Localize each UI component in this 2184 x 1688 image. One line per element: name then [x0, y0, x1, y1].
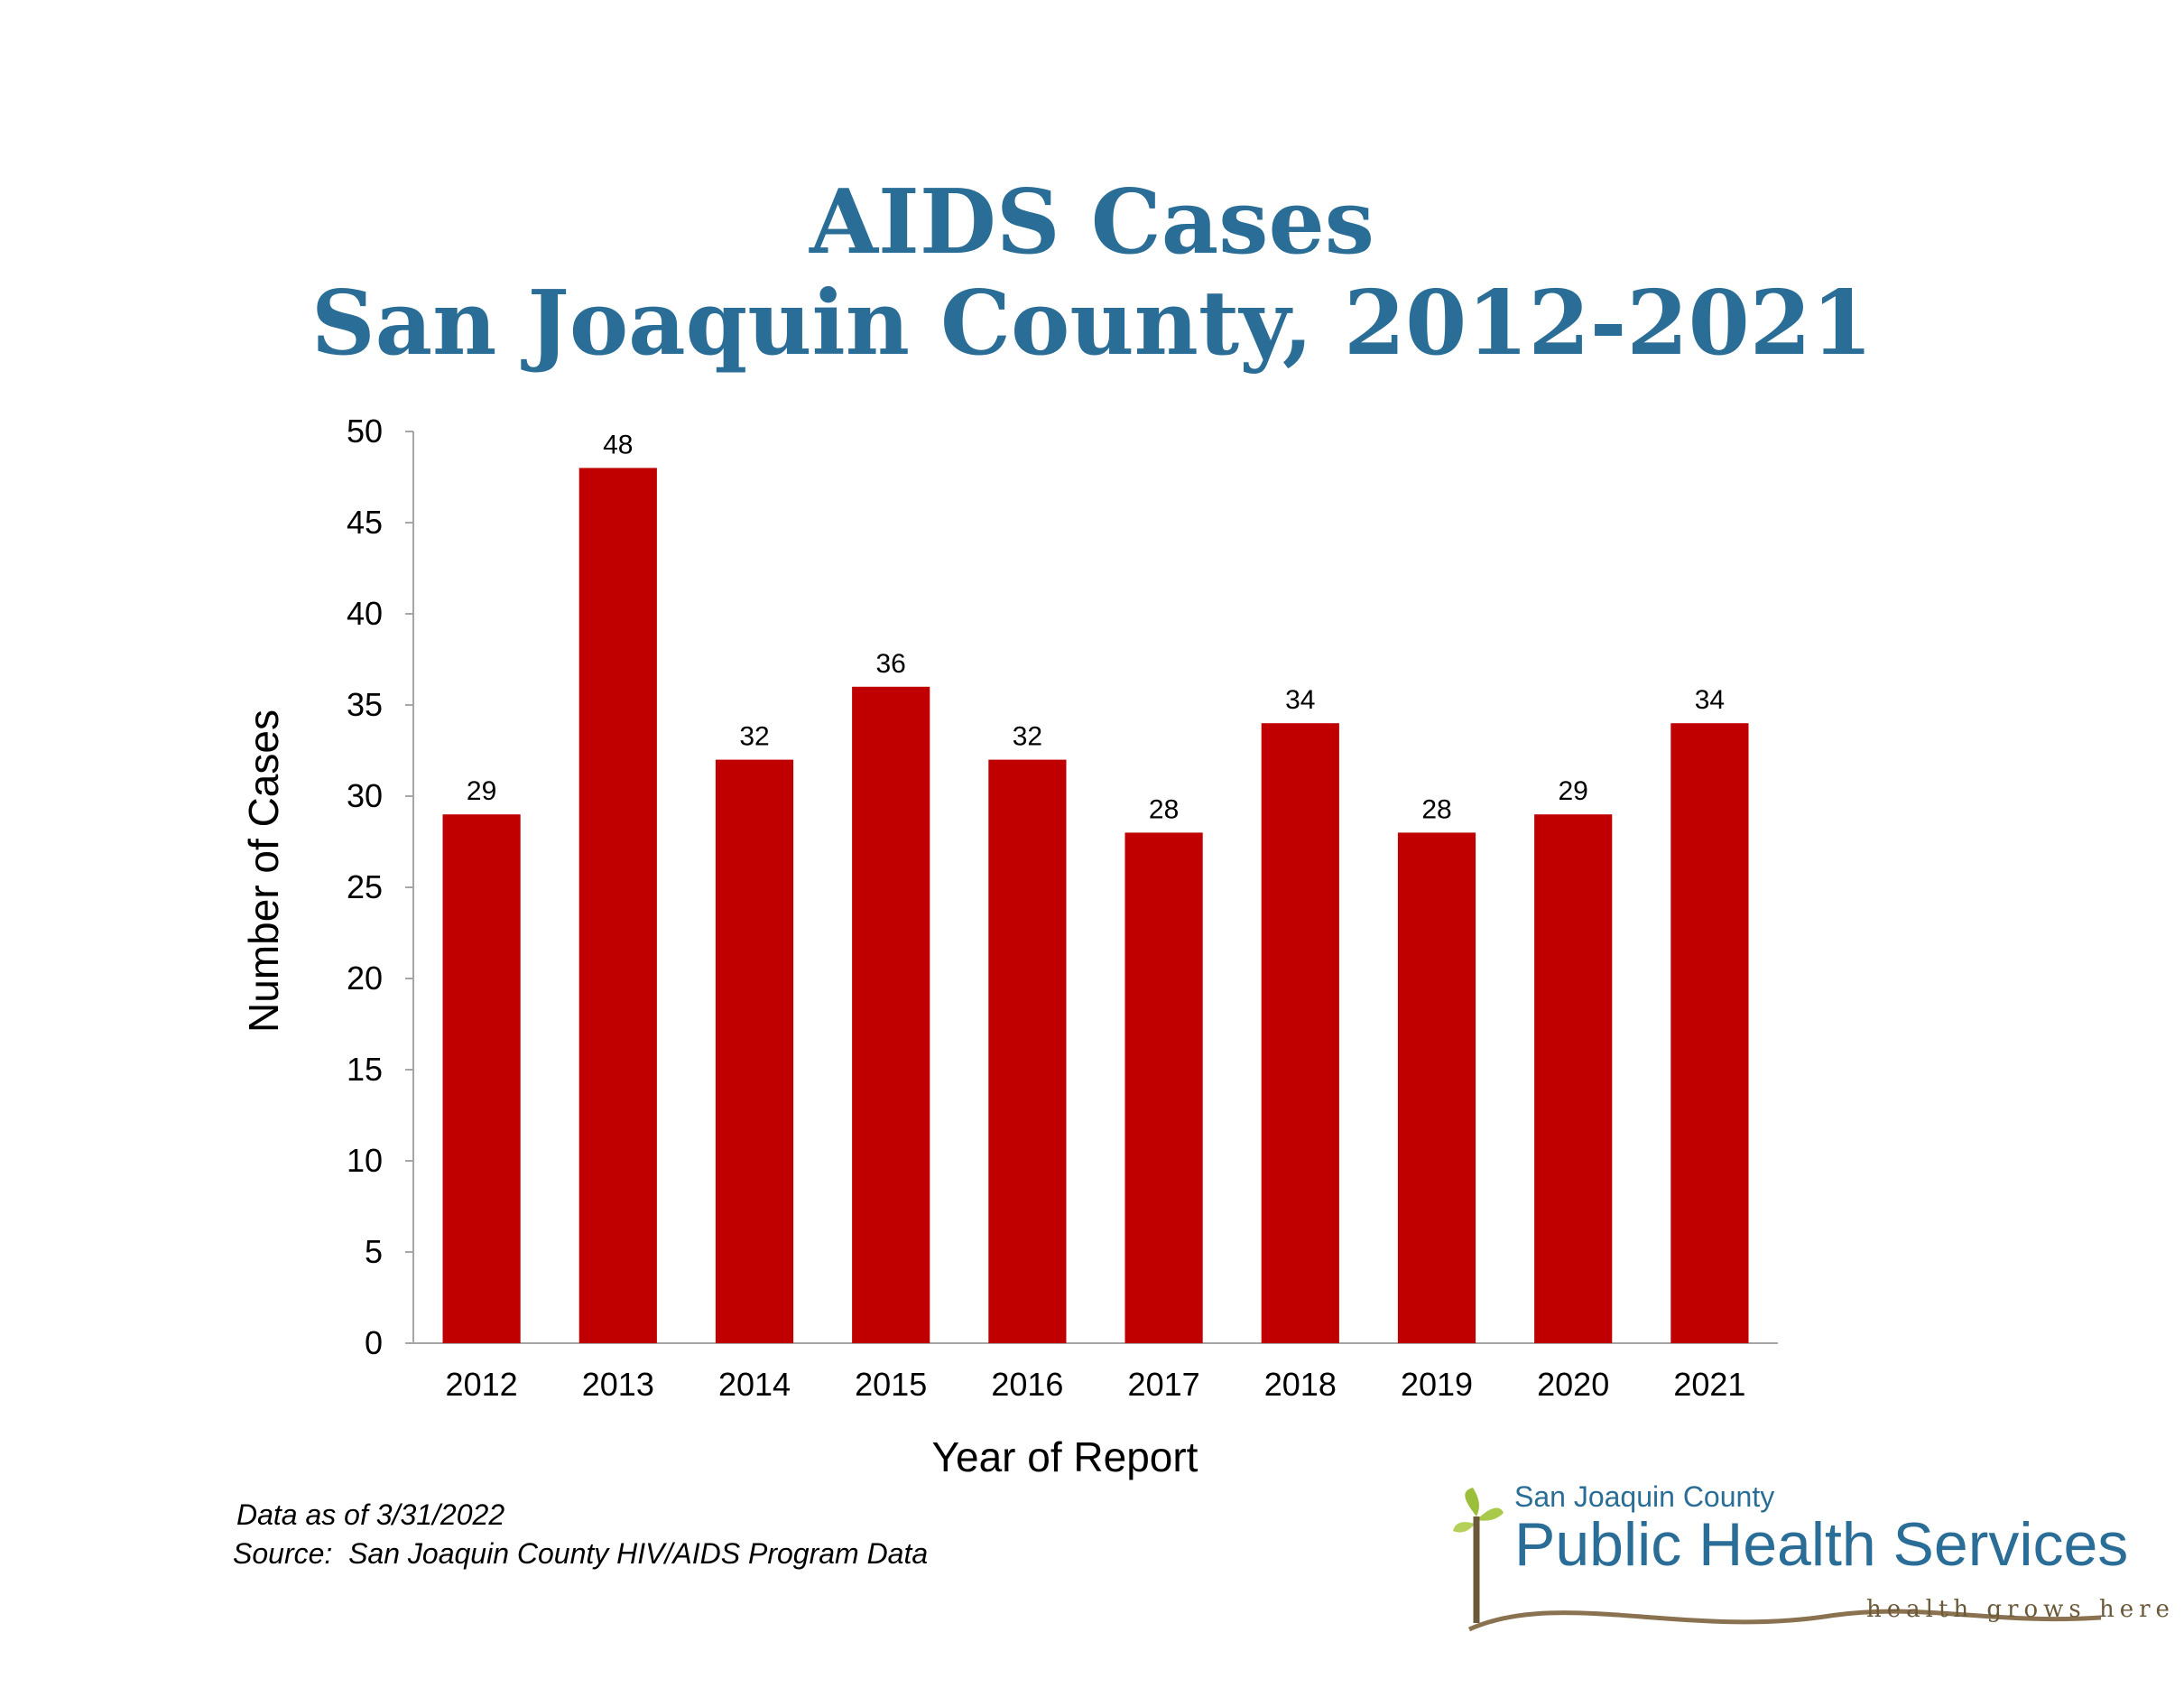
data-label-2017: 28 [1149, 794, 1179, 824]
bar-2014 [715, 759, 794, 1343]
logo-tagline: health grows here [1866, 1596, 2175, 1623]
x-tick-label-2014: 2014 [718, 1366, 791, 1403]
y-tick-label: 25 [347, 868, 383, 905]
y-tick-label: 0 [365, 1324, 383, 1361]
x-tick-label-2016: 2016 [991, 1366, 1063, 1403]
bar-2020 [1534, 814, 1613, 1343]
data-label-2021: 34 [1695, 685, 1725, 715]
x-tick-label-2015: 2015 [855, 1366, 927, 1403]
bar-2018 [1261, 723, 1339, 1343]
x-tick-label-2021: 2021 [1673, 1366, 1745, 1403]
chart-bars [442, 468, 1749, 1343]
y-tick-label: 20 [347, 960, 383, 997]
x-tick-label-2019: 2019 [1401, 1366, 1473, 1403]
data-date-note: Data as of 3/31/2022 [236, 1498, 505, 1531]
y-tick-label: 35 [347, 686, 383, 723]
data-label-2014: 32 [739, 722, 769, 752]
bar-2017 [1124, 832, 1203, 1343]
data-source-note: Source: San Joaquin County HIV/AIDS Prog… [233, 1537, 929, 1570]
data-label-2018: 34 [1285, 685, 1315, 715]
x-tick-label-2013: 2013 [582, 1366, 654, 1403]
y-axis-title: Number of Cases [240, 710, 287, 1033]
data-label-2013: 48 [603, 430, 633, 459]
bar-2021 [1670, 723, 1749, 1343]
logo-department-text: Public Health Services [1514, 1510, 2129, 1579]
x-tick-label-2020: 2020 [1537, 1366, 1609, 1403]
bar-2016 [988, 759, 1067, 1343]
bar-2013 [578, 468, 657, 1343]
y-tick-label: 40 [347, 595, 383, 632]
chart-labels: 0 5 10 15 20 25 30 35 40 45 50 29 2012 48 2013 32 2014 36… [347, 413, 1745, 1403]
bar-2012 [442, 814, 521, 1343]
x-tick-label-2012: 2012 [446, 1366, 518, 1403]
x-axis-title: Year of Report [932, 1433, 1198, 1480]
logo-county-text: San Joaquin County [1514, 1480, 1775, 1513]
bar-2015 [852, 686, 930, 1343]
data-label-2015: 36 [876, 649, 906, 679]
data-label-2019: 28 [1421, 794, 1451, 824]
y-tick-label: 45 [347, 504, 383, 541]
x-tick-label-2018: 2018 [1264, 1366, 1337, 1403]
y-tick-label: 10 [347, 1142, 383, 1179]
chart-title-line1: AIDS Cases [810, 171, 1374, 274]
y-tick-label: 30 [347, 777, 383, 814]
y-tick-label: 15 [347, 1051, 383, 1088]
x-tick-label-2017: 2017 [1128, 1366, 1200, 1403]
logo-tree-icon [1453, 1488, 2102, 1632]
chart-title-line2: San Joaquin County, 2012-2021 [310, 272, 1874, 376]
y-tick-label: 50 [347, 413, 383, 450]
data-label-2016: 32 [1013, 722, 1042, 752]
data-label-2020: 29 [1559, 776, 1588, 806]
data-label-2012: 29 [467, 776, 496, 806]
y-tick-label: 5 [365, 1233, 383, 1270]
bar-2019 [1397, 832, 1476, 1343]
public-health-logo: San Joaquin County Public Health Service… [1451, 1480, 2173, 1643]
